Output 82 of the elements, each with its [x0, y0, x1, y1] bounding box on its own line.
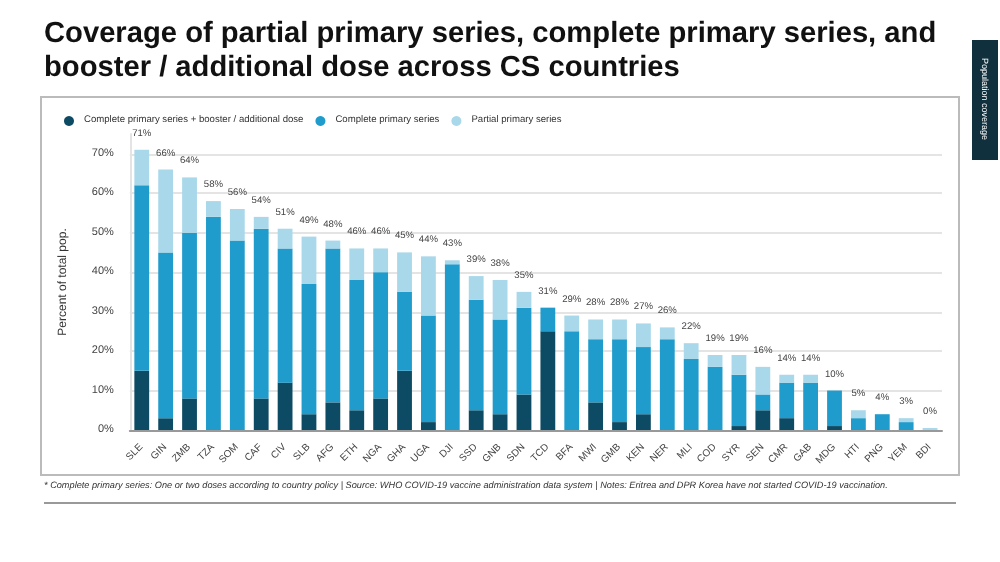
bar: [301, 283, 317, 415]
bar: [253, 228, 269, 399]
bar: [636, 323, 651, 348]
bar: [612, 422, 627, 430]
bar: [158, 169, 174, 253]
bar: [683, 343, 699, 359]
bar: [373, 398, 389, 430]
bar: [779, 418, 795, 430]
bar: [564, 331, 580, 430]
bar: [182, 177, 197, 233]
bar: [588, 319, 604, 340]
bar: [421, 256, 436, 316]
bar: [516, 394, 532, 430]
bar: [397, 252, 412, 292]
bar: [229, 240, 245, 430]
bar: [134, 370, 150, 430]
bar: [158, 418, 174, 430]
bar: [564, 315, 580, 332]
bar: [612, 339, 627, 423]
bar: [659, 339, 675, 430]
bar: [253, 216, 269, 229]
bar: [516, 291, 532, 308]
bar: [636, 347, 651, 415]
bar: [612, 319, 627, 340]
bar: [803, 382, 819, 430]
bar: [707, 366, 723, 430]
bar: [325, 402, 341, 430]
bar: [755, 366, 771, 395]
bar: [373, 248, 389, 273]
bar: [898, 422, 914, 430]
bar: [755, 394, 771, 411]
bar: [301, 236, 317, 284]
bar: [182, 232, 197, 399]
bar: [540, 307, 556, 332]
bar: [540, 331, 556, 430]
bar: [421, 422, 436, 430]
bar: [468, 276, 484, 300]
bar: [588, 402, 604, 430]
bar: [468, 299, 484, 411]
bar: [349, 248, 365, 281]
bar: [659, 327, 675, 340]
bar: [588, 339, 604, 403]
bar: [349, 410, 365, 430]
bar: [397, 370, 412, 430]
bar: [277, 248, 293, 383]
bar: [158, 252, 174, 419]
bar: [850, 418, 866, 430]
bar: [253, 398, 269, 430]
bar: [827, 390, 842, 427]
bar: [636, 414, 651, 430]
bar: [492, 319, 508, 415]
bar: [229, 208, 245, 241]
bar: [325, 248, 341, 403]
bar: [349, 280, 365, 411]
bar: [277, 382, 293, 430]
bar: [134, 185, 150, 371]
bar: [134, 149, 150, 186]
bar: [277, 228, 293, 249]
chart-title: Coverage of partial primary series, complete primary series, and booster / additional dose across CS countries: [44, 18, 939, 86]
bar: [421, 315, 436, 423]
bar: [850, 410, 866, 419]
bar: [468, 410, 484, 430]
bar: [397, 291, 412, 371]
bar: [779, 374, 795, 383]
bar: [492, 414, 508, 430]
bar: [779, 382, 795, 419]
bar: [683, 358, 699, 430]
bar: [731, 374, 747, 427]
bar: [373, 272, 389, 399]
bar: [182, 398, 197, 430]
bar: [731, 355, 747, 375]
bar: [325, 240, 341, 249]
bar: [492, 280, 508, 320]
bar: [516, 307, 532, 395]
bar: [206, 216, 221, 430]
bar: [755, 410, 771, 430]
bar: [206, 201, 221, 217]
bar: [803, 374, 819, 383]
bar: [444, 264, 460, 430]
bar: [301, 414, 317, 430]
bar: [874, 414, 890, 430]
bar: [707, 355, 723, 367]
